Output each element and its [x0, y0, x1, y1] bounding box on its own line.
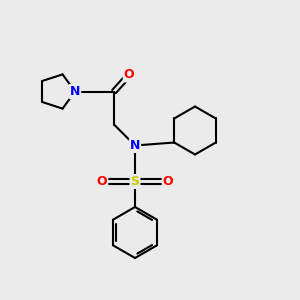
Text: O: O	[163, 175, 173, 188]
Text: O: O	[124, 68, 134, 82]
Text: N: N	[70, 85, 80, 98]
Text: S: S	[130, 175, 140, 188]
Text: N: N	[130, 139, 140, 152]
Text: O: O	[97, 175, 107, 188]
